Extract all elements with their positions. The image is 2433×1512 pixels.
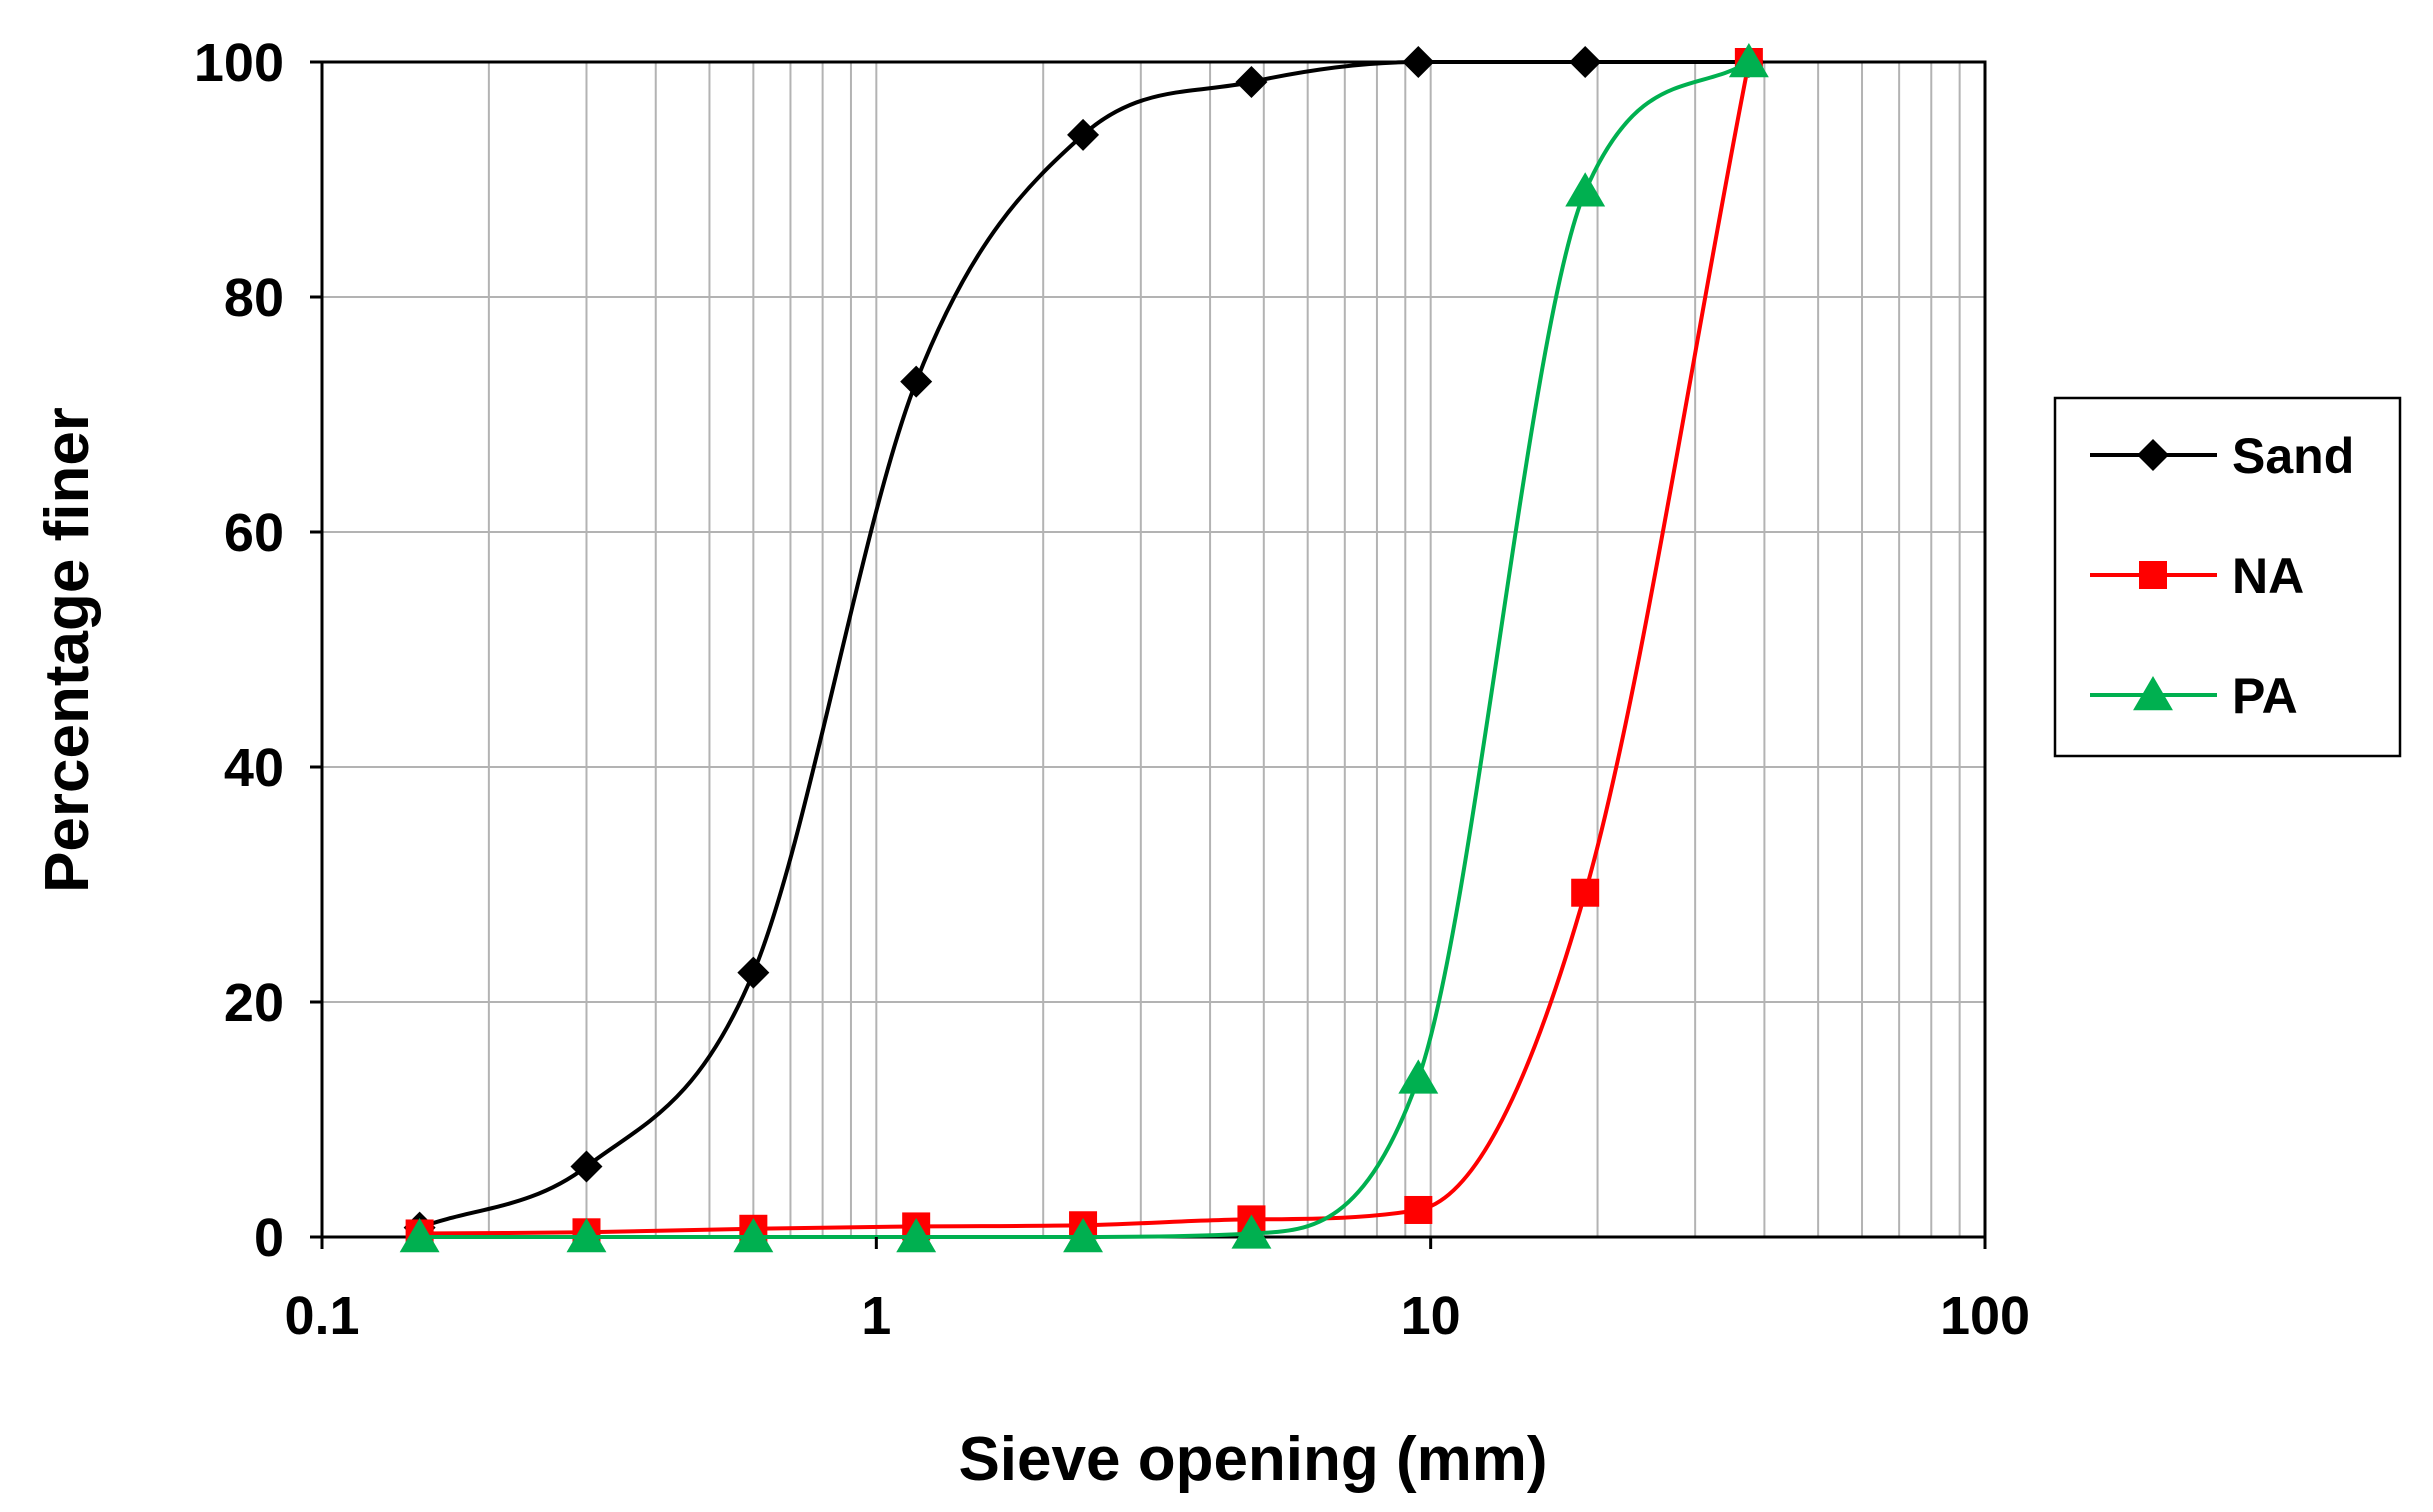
x-axis-title: Sieve opening (mm) [958, 1425, 1547, 1494]
legend-marker [2137, 439, 2169, 471]
data-point-sand [570, 1150, 603, 1183]
data-point-pa [399, 1218, 440, 1253]
x-axis: 0.1 1 10 100 [284, 1237, 2030, 1346]
grid [322, 62, 1985, 1237]
series-na [405, 48, 1763, 1248]
legend-label: PA [2232, 668, 2298, 724]
data-point-sand [1402, 46, 1435, 78]
series-line-sand [418, 59, 1749, 1230]
legend-items: Sand NA PA [2090, 428, 2354, 724]
y-tick-label: 80 [224, 268, 284, 328]
y-tick-label: 40 [224, 738, 284, 798]
legend-item-na: NA [2090, 548, 2304, 604]
data-point-sand [1569, 46, 1602, 78]
y-axis: 0 20 40 60 80 100 [194, 33, 322, 1268]
data-point-pa [1565, 172, 1606, 207]
legend-marker [2139, 561, 2167, 589]
legend-item-sand: Sand [2090, 428, 2354, 484]
data-point-pa [1398, 1059, 1439, 1094]
data-point-sand [1067, 118, 1100, 151]
data-point-pa [1231, 1214, 1272, 1249]
data-point-na [1404, 1195, 1433, 1224]
data-point-sand [737, 956, 770, 989]
x-tick-label: 1 [861, 1286, 891, 1346]
data-point-pa [566, 1218, 607, 1253]
legend-label: Sand [2232, 428, 2354, 484]
series-sand [403, 46, 1765, 1244]
y-tick-label: 0 [254, 1208, 284, 1268]
x-tick-label: 10 [1401, 1286, 1461, 1346]
legend-item-pa: PA [2090, 668, 2298, 724]
data-point-sand [1235, 65, 1268, 98]
plot-area [320, 60, 1987, 1239]
data-point-sand [900, 365, 933, 398]
data-point-pa [896, 1218, 937, 1253]
x-tick-label: 100 [1940, 1286, 2030, 1346]
series-line-pa [419, 60, 1750, 1240]
y-tick-label: 20 [224, 973, 284, 1033]
y-tick-label: 100 [194, 33, 284, 93]
data-point-na [1571, 878, 1600, 907]
legend-label: NA [2232, 548, 2304, 604]
legend: Sand NA PA [2053, 396, 2402, 758]
series-line-na [419, 61, 1751, 1236]
data-point-pa [733, 1218, 774, 1253]
x-tick-label: 0.1 [284, 1286, 359, 1346]
series-layer [399, 43, 1769, 1253]
y-axis-title: Percentage finer [33, 407, 102, 893]
legend-marker [2133, 676, 2173, 711]
series-pa [399, 43, 1769, 1253]
data-point-pa [1728, 43, 1769, 78]
data-point-pa [1063, 1218, 1104, 1253]
y-tick-label: 60 [224, 503, 284, 563]
